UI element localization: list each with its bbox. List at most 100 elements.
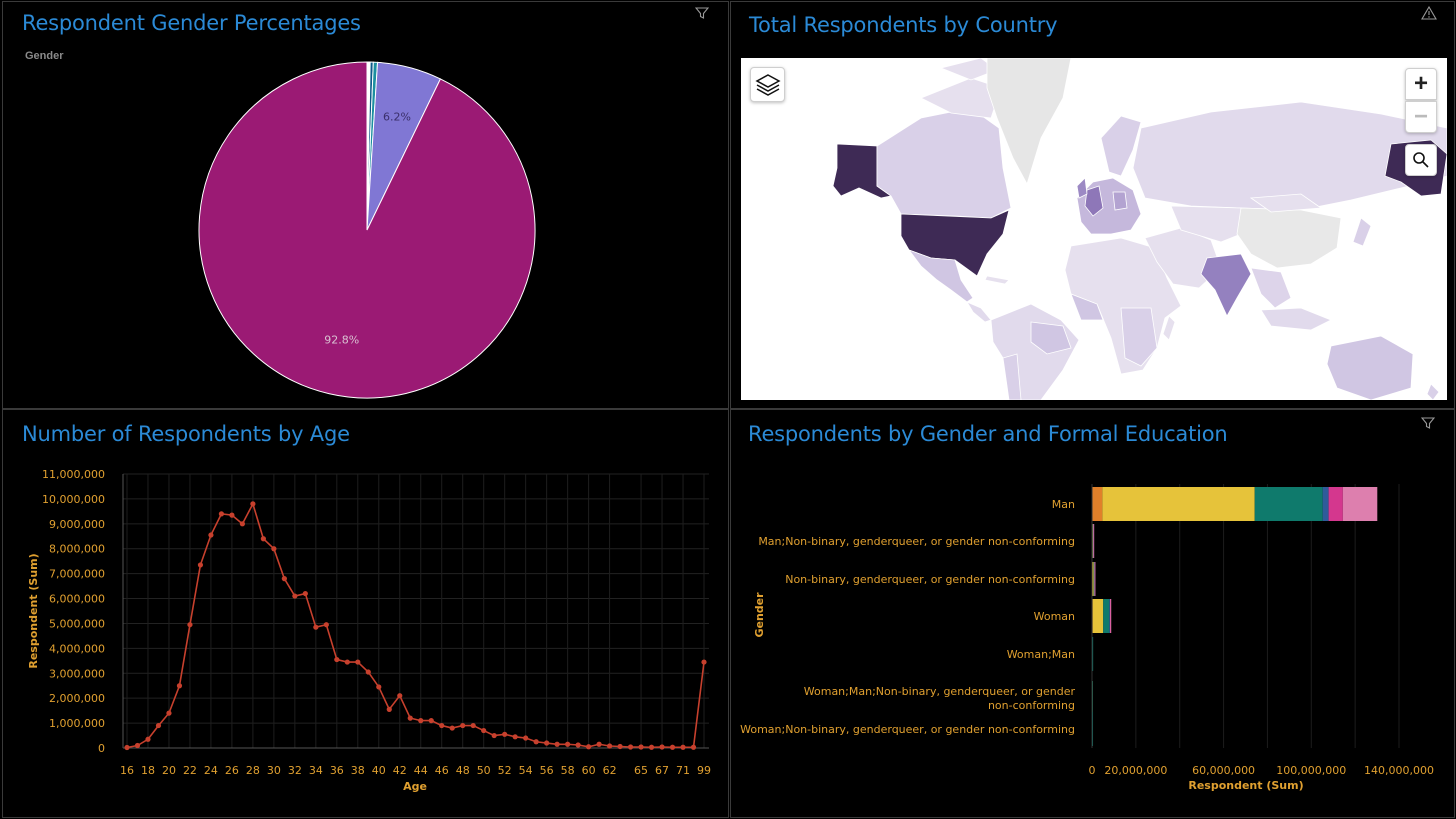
x-tick-label: 16 bbox=[120, 764, 134, 777]
region-china bbox=[1236, 207, 1342, 269]
data-point bbox=[638, 744, 644, 750]
layers-icon bbox=[754, 73, 781, 96]
search-icon bbox=[1413, 152, 1429, 168]
data-point bbox=[344, 659, 350, 665]
warning-icon[interactable] bbox=[1421, 5, 1437, 20]
x-tick-label: 58 bbox=[561, 764, 575, 777]
zoom-in-button[interactable]: + bbox=[1405, 68, 1437, 100]
category-label: Woman;Non-binary, genderqueer, or gender… bbox=[740, 723, 1075, 736]
y-tick-label: 0 bbox=[98, 742, 105, 755]
x-tick-label: 20,000,000 bbox=[1104, 764, 1167, 777]
y-axis-title: Respondent (Sum) bbox=[27, 553, 40, 668]
gender-pie-chart: 6.2% 92.8% bbox=[198, 61, 536, 399]
data-point bbox=[512, 734, 518, 740]
x-tick-label: 71 bbox=[676, 764, 690, 777]
data-point bbox=[124, 744, 130, 751]
filter-icon[interactable] bbox=[1420, 416, 1436, 430]
data-point bbox=[407, 715, 413, 721]
y-axis-title: Gender bbox=[753, 592, 766, 638]
legend-title: Gender bbox=[25, 50, 64, 62]
filter-icon[interactable] bbox=[694, 6, 710, 20]
bar-segment bbox=[1342, 487, 1378, 521]
pie-slice bbox=[198, 61, 536, 399]
panel-age-line: Number of Respondents by Age 0 1,000,000 2… bbox=[2, 409, 729, 818]
category-label: Non-binary, genderqueer, or gender non-c… bbox=[785, 573, 1075, 586]
y-tick-label: 11,000,000 bbox=[42, 468, 105, 481]
bar-segment bbox=[1254, 487, 1323, 521]
pie-slice-label: 92.8% bbox=[324, 334, 359, 347]
x-tick-label: 34 bbox=[309, 764, 323, 777]
data-point bbox=[575, 742, 581, 748]
x-tick-label: 48 bbox=[456, 764, 470, 777]
bar-segment bbox=[1092, 637, 1094, 671]
bar-segment bbox=[1092, 524, 1094, 558]
y-tick-label: 3,000,000 bbox=[49, 667, 105, 680]
data-point bbox=[460, 722, 466, 729]
category-label: Woman bbox=[1034, 610, 1075, 623]
data-point bbox=[586, 744, 592, 750]
x-tick-label: 99 bbox=[697, 764, 711, 777]
bar-segment bbox=[1328, 487, 1343, 521]
region-australia bbox=[1326, 335, 1414, 400]
data-point bbox=[544, 740, 550, 746]
data-point bbox=[281, 576, 287, 582]
y-tick-label: 8,000,000 bbox=[49, 543, 105, 556]
x-tick-label: 0 bbox=[1089, 764, 1096, 777]
x-tick-label: 36 bbox=[330, 764, 344, 777]
category-label: Man bbox=[1052, 498, 1075, 511]
map-search-button[interactable] bbox=[1405, 144, 1437, 176]
data-point bbox=[648, 744, 655, 750]
data-point bbox=[449, 725, 455, 731]
bar-segment bbox=[1109, 599, 1111, 633]
x-tick-label: 54 bbox=[519, 764, 533, 777]
y-tick-label: 1,000,000 bbox=[49, 717, 105, 730]
x-tick-label: 62 bbox=[603, 764, 617, 777]
x-tick-label: 18 bbox=[141, 764, 155, 777]
bar-segment bbox=[1092, 562, 1094, 596]
data-point bbox=[250, 501, 256, 507]
bar-segment bbox=[1092, 712, 1094, 746]
zoom-out-button[interactable]: − bbox=[1405, 101, 1437, 133]
data-point bbox=[176, 683, 183, 689]
bar-segment bbox=[1092, 599, 1104, 633]
data-point bbox=[701, 659, 707, 665]
region-india bbox=[1200, 253, 1252, 317]
x-tick-label: 60,000,000 bbox=[1192, 764, 1255, 777]
world-map[interactable]: + − bbox=[741, 58, 1447, 400]
data-point bbox=[292, 593, 298, 599]
category-label: Woman;Man;Non-binary, genderqueer, or ge… bbox=[804, 685, 1076, 698]
bar-segment bbox=[1092, 681, 1093, 715]
series-line bbox=[126, 501, 705, 749]
data-point bbox=[565, 741, 571, 747]
x-tick-label: 52 bbox=[498, 764, 512, 777]
data-point bbox=[323, 622, 329, 628]
data-point bbox=[690, 744, 697, 750]
bar-segment bbox=[1322, 487, 1329, 521]
x-tick-label: 46 bbox=[435, 764, 449, 777]
data-point bbox=[260, 536, 266, 542]
panel-title: Number of Respondents by Age bbox=[22, 422, 350, 446]
y-tick-label: 7,000,000 bbox=[49, 568, 105, 581]
x-tick-label: 42 bbox=[393, 764, 407, 777]
age-line-chart: 0 1,000,000 2,000,000 3,000,000 4,000,000 5,0… bbox=[27, 468, 711, 793]
data-point bbox=[208, 532, 214, 538]
category-label: non-conforming bbox=[988, 699, 1075, 712]
category-label: Woman;Man bbox=[1007, 648, 1075, 661]
x-axis-title: Age bbox=[403, 780, 427, 793]
x-tick-label: 24 bbox=[204, 764, 218, 777]
y-tick-label: 5,000,000 bbox=[49, 617, 105, 630]
data-point bbox=[470, 722, 476, 729]
y-tick-label: 9,000,000 bbox=[49, 518, 105, 531]
data-point bbox=[596, 741, 602, 747]
x-tick-label: 20 bbox=[162, 764, 176, 777]
panel-title: Total Respondents by Country bbox=[749, 13, 1058, 37]
region-south-america bbox=[990, 303, 1080, 400]
y-tick-label: 4,000,000 bbox=[49, 642, 105, 655]
data-point bbox=[197, 562, 204, 568]
x-tick-label: 26 bbox=[225, 764, 239, 777]
x-tick-label: 44 bbox=[414, 764, 428, 777]
region-usa bbox=[900, 209, 1010, 277]
layers-button[interactable] bbox=[750, 67, 785, 102]
data-point bbox=[491, 732, 497, 739]
data-point bbox=[554, 741, 560, 747]
